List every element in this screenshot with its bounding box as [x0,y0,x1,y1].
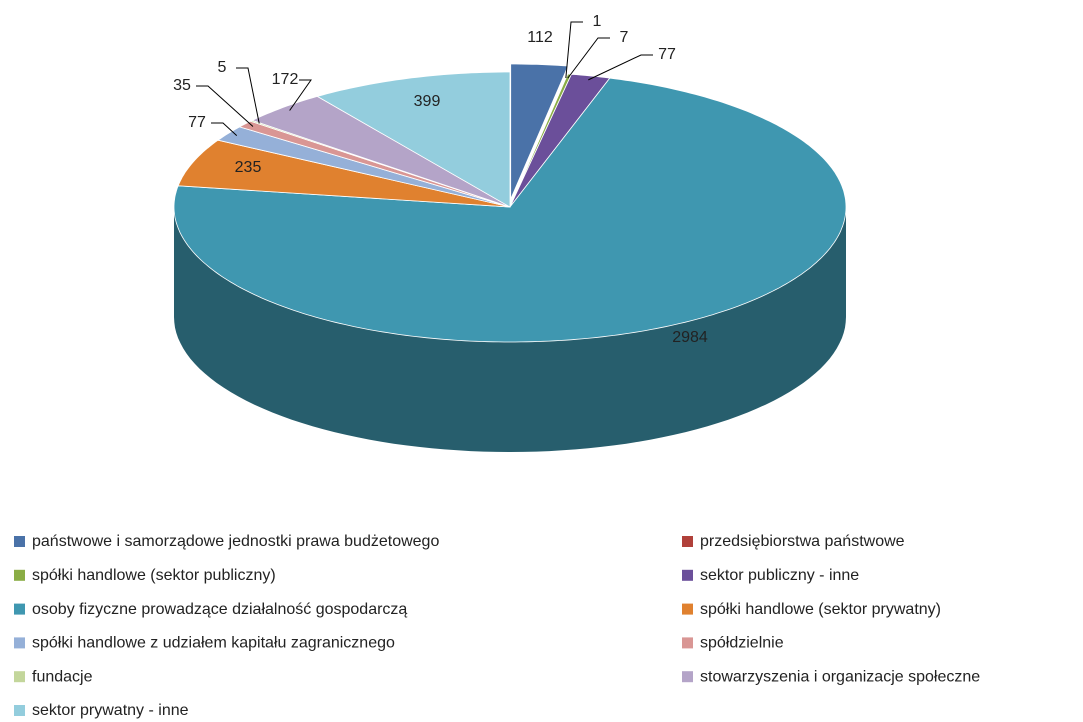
slice [217,126,511,208]
legend-swatch [682,603,693,615]
slice-side [174,207,846,452]
legend-swatch [14,637,25,649]
legend-label: stowarzyszenia i organizacje społeczne [700,668,980,685]
leader-line [588,54,653,81]
data-label: 77 [658,46,676,63]
slice [251,95,511,208]
legend-label: spółdzielnie [700,635,784,652]
legend-swatch [14,705,25,716]
leader-line [196,85,254,127]
legend-label: państwowe i samorządowe jednostki prawa … [32,533,439,550]
legend-swatch [14,603,25,615]
legend-swatch [14,569,25,581]
legend-label: osoby fizyczne prowadzące działalność go… [32,601,407,618]
legend-swatch [682,637,693,649]
legend-label: fundacje [32,668,93,685]
data-label: 2984 [672,329,708,346]
leader-line [567,37,610,79]
leader-line [289,79,312,111]
legend-label: spółki handlowe (sektor publiczny) [32,567,276,584]
data-label: 7 [620,29,629,46]
slice [173,77,847,343]
legend-label: sektor prywatny - inne [32,702,189,719]
legend-label: sektor publiczny - inne [700,567,859,584]
data-label: 35 [173,77,191,94]
slice [316,71,511,208]
legend-label: przedsiębiorstwa państwowe [700,533,905,550]
leader-line [565,21,583,79]
legend-swatch [14,536,25,547]
legend-swatch [682,569,693,581]
legend-swatch [14,671,25,683]
slice [509,73,611,208]
data-label: 399 [414,93,441,110]
slice [177,139,511,208]
data-label: 235 [235,159,262,176]
data-label: 1 [593,13,602,30]
legend-label: spółki handlowe (sektor prywatny) [700,601,941,618]
data-label: 77 [188,114,206,131]
legend-swatch [682,536,693,547]
leader-line [236,67,260,124]
data-label: 112 [527,29,553,46]
slice [510,63,569,200]
data-label: 172 [272,71,299,88]
legend-swatch [682,671,693,683]
leader-line [211,122,238,136]
legend-label: spółki handlowe z udziałem kapitału zagr… [32,635,395,652]
data-label: 5 [218,59,227,76]
